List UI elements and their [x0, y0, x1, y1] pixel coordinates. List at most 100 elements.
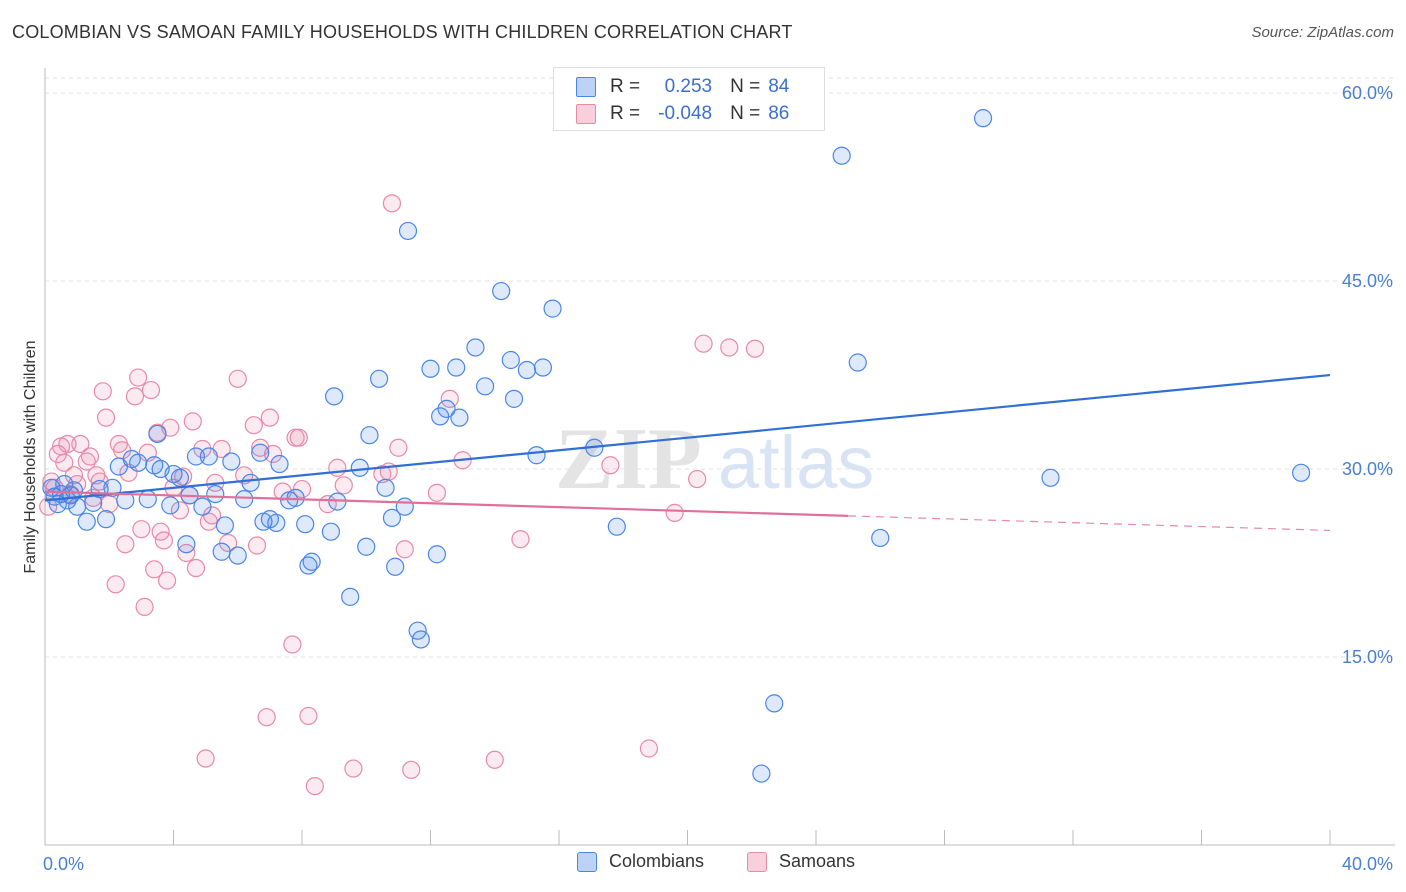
y-tick-label: 30.0%: [1342, 459, 1393, 479]
samoan-point: [96, 408, 116, 427]
colombian-point: [450, 408, 469, 427]
colombian-point: [96, 510, 116, 529]
samoan-point: [58, 434, 77, 454]
colombian-point: [350, 458, 369, 477]
samoan-point: [720, 338, 739, 357]
series-colombians: [42, 109, 1311, 783]
samoan-point: [328, 458, 347, 477]
samoan-point: [193, 439, 212, 459]
colombian-point: [241, 473, 260, 492]
colombian-point: [199, 447, 218, 466]
colombian-point: [1041, 468, 1060, 487]
colombian-point: [177, 535, 196, 554]
colombians-trend-line: [44, 373, 1331, 502]
colombian-point: [212, 542, 231, 561]
samoan-point: [601, 456, 620, 475]
colombian-point: [251, 443, 270, 462]
trend-lines: [44, 373, 1331, 532]
colombian-point: [437, 399, 456, 418]
colombian-point: [267, 513, 286, 533]
colombian-point: [68, 497, 87, 516]
samoan-point: [129, 368, 148, 387]
correlation-legend: R = 0.253 N = 84 R = -0.048 N = 86: [553, 67, 825, 131]
samoan-point: [382, 194, 402, 213]
legend-n-value: 86: [768, 103, 790, 124]
y-tick-label: 45.0%: [1342, 271, 1393, 291]
samoan-point: [334, 476, 353, 495]
samoan-point: [263, 444, 283, 464]
colombian-point: [321, 522, 341, 541]
samoan-point: [395, 540, 414, 559]
colombian-point: [222, 452, 241, 471]
samoan-point: [257, 708, 276, 727]
samoan-point: [77, 452, 96, 471]
legend-item-samoans[interactable]: Samoans: [747, 851, 855, 872]
colombian-point: [973, 109, 993, 128]
samoan-point: [485, 750, 504, 769]
grid-lines: [45, 77, 1395, 658]
samoan-point: [694, 334, 713, 353]
legend-row-samoans: R = -0.048 N = 86: [576, 101, 789, 127]
colombian-point: [235, 490, 254, 509]
samoan-point: [389, 438, 408, 457]
colombian-point: [765, 694, 784, 713]
colombian-point: [466, 338, 485, 357]
samoan-point: [135, 597, 154, 616]
samoan-point: [154, 531, 173, 550]
colombian-point: [527, 446, 546, 465]
colombian-point: [533, 358, 553, 377]
legend-label-colombians: Colombians: [609, 851, 705, 871]
colombian-point: [341, 587, 360, 606]
colombian-point: [228, 546, 247, 565]
colombian-point: [382, 508, 402, 528]
samoan-point: [511, 530, 530, 549]
samoan-point: [80, 447, 100, 466]
colombian-point: [492, 281, 511, 301]
colombian-point: [148, 424, 167, 444]
axes: [44, 68, 1395, 846]
samoan-point: [688, 469, 707, 489]
samoan-point: [71, 434, 90, 454]
samoan-point: [55, 453, 74, 472]
samoan-point: [283, 635, 302, 654]
samoan-point: [299, 706, 318, 726]
colombian-point: [376, 478, 395, 497]
colombian-point: [543, 299, 562, 318]
samoans-trend-line-extension: [848, 515, 1331, 532]
colombian-point: [447, 358, 466, 377]
chart-title: COLOMBIAN VS SAMOAN FAMILY HOUSEHOLDS WI…: [12, 22, 793, 42]
samoan-point: [244, 416, 263, 435]
colombian-point: [206, 484, 225, 504]
legend-r-value: -0.048: [658, 103, 713, 124]
samoan-point: [183, 412, 202, 431]
samoan-point: [665, 503, 684, 522]
samoan-point: [145, 560, 164, 579]
legend-n-value: 84: [768, 76, 790, 97]
samoan-point: [100, 495, 119, 514]
samoan-point: [119, 463, 138, 482]
samoans-swatch: [576, 104, 596, 124]
colombian-point: [129, 453, 148, 472]
colombian-point: [752, 764, 771, 783]
colombian-point: [215, 516, 234, 535]
samoan-point: [141, 380, 161, 400]
colombian-point: [61, 486, 80, 505]
colombian-point: [193, 497, 212, 516]
colombian-point: [411, 630, 430, 649]
colombian-point: [138, 490, 157, 509]
samoan-point: [427, 483, 447, 502]
samoan-point: [305, 776, 324, 796]
colombian-point: [421, 359, 440, 378]
colombian-point: [296, 515, 315, 534]
samoan-point: [106, 575, 125, 594]
colombian-point: [170, 468, 190, 487]
samoan-point: [228, 369, 247, 388]
colombian-point: [302, 552, 321, 571]
legend-item-colombians[interactable]: Colombians: [577, 851, 704, 872]
colombian-point: [504, 389, 524, 408]
y-tick-label: 15.0%: [1342, 647, 1393, 667]
legend-r-label: R =: [610, 76, 641, 97]
colombian-point: [517, 360, 536, 380]
watermark: ZIP atlas: [555, 411, 874, 508]
colombian-point: [357, 537, 376, 556]
